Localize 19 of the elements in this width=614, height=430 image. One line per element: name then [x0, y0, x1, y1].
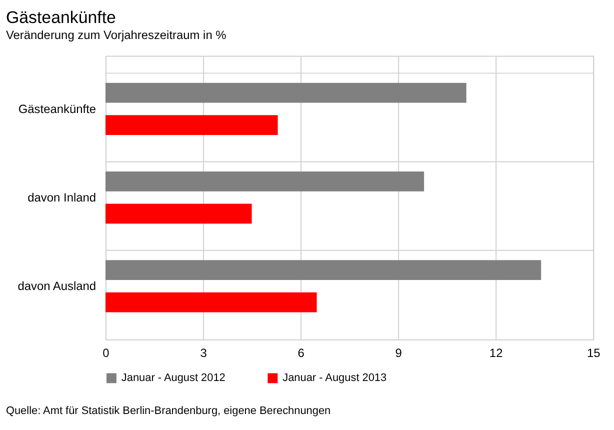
- x-tick-label: 0: [102, 346, 110, 360]
- y-tick-label: davon Inland: [28, 190, 96, 205]
- y-tick-label: davon Ausland: [18, 279, 96, 294]
- bar: [105, 260, 542, 280]
- bar: [105, 292, 317, 312]
- x-tick-label: 12: [489, 346, 504, 360]
- bar: [105, 115, 278, 136]
- legend-label: Januar - August 2013: [282, 372, 387, 384]
- legend-label: Januar - August 2012: [121, 372, 226, 384]
- x-tick-label: 6: [298, 346, 305, 360]
- x-tick-label: 3: [200, 346, 208, 360]
- chart-subtitle: Veränderung zum Vorjahreszeitraum in %: [6, 28, 227, 42]
- bar: [105, 172, 424, 192]
- x-tick-label: 15: [586, 346, 601, 360]
- x-tick-label: 9: [395, 346, 402, 360]
- source-note: Quelle: Amt für Statistik Berlin-Brandenburg, eigene Berechnungen: [6, 405, 331, 418]
- bar: [105, 204, 252, 224]
- y-tick-label: Gästeankünfte: [18, 102, 96, 116]
- bar: [105, 82, 466, 103]
